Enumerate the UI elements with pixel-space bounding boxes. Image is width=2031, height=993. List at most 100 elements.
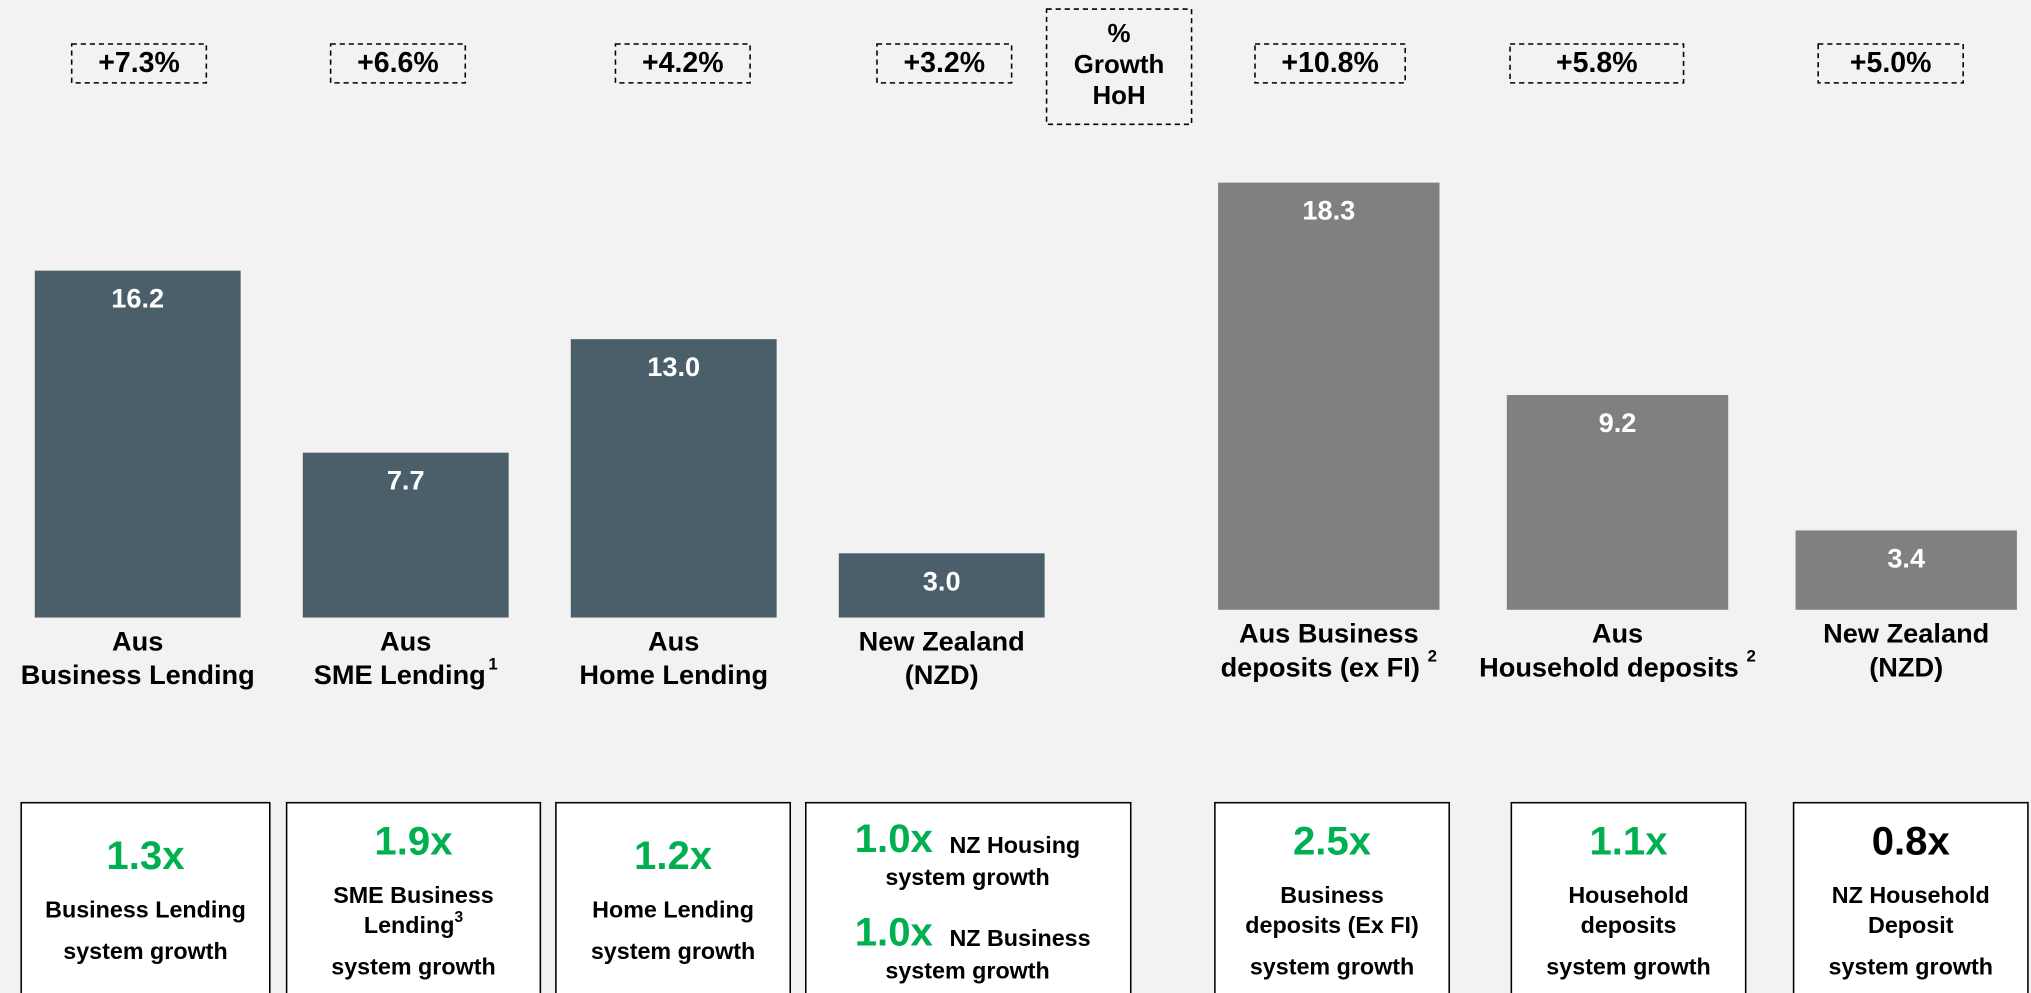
box-text: NZ Household (1832, 882, 1990, 908)
system-growth-box (1792, 801, 2029, 993)
system-growth-box (285, 801, 542, 993)
bar (34, 270, 241, 618)
system-growth-box (804, 801, 1132, 993)
value-label: 16.2 (111, 283, 164, 314)
category-line: Aus (380, 626, 431, 657)
growth-box (876, 43, 1013, 84)
system-growth-box (20, 801, 271, 993)
footnote-ref: 2 (1428, 647, 1437, 666)
category-line: New Zealand (1823, 618, 1989, 649)
box-line: Home Lending (592, 897, 754, 923)
footnote-ref: 1 (488, 655, 497, 674)
system-growth-box (1510, 801, 1747, 993)
system-growth-box (1214, 801, 1450, 993)
growth-label: +6.6% (357, 47, 439, 79)
box-text: Business (1280, 882, 1384, 908)
box-line: system growth (591, 938, 755, 964)
box-line: system growth (331, 954, 495, 980)
box-line: Business (1280, 882, 1384, 908)
box-text: system growth (1546, 954, 1710, 980)
value-label: 3.0 (923, 565, 961, 596)
category-line: (NZD) (905, 659, 979, 690)
bar (302, 452, 509, 618)
box-text: system growth (1250, 954, 1414, 980)
category-line: Aus Business (1239, 618, 1419, 649)
box-line: Household (1568, 882, 1688, 908)
growth-box (329, 43, 467, 84)
box-text: SME Business (333, 882, 494, 908)
growth-multiple: 1.0x (855, 909, 934, 954)
growth-box (1509, 43, 1685, 84)
box-text: Household (1568, 882, 1688, 908)
growth-label: +10.8% (1281, 47, 1378, 79)
bar (1795, 530, 2017, 610)
category-line: Aus (648, 626, 699, 657)
growth-box (70, 43, 208, 84)
value-label: 3.4 (1887, 542, 1925, 573)
category-label: SME Lending 1 (314, 655, 498, 690)
growth-multiple: 0.8x (1872, 819, 1951, 864)
category-line: New Zealand (859, 626, 1025, 657)
bar (1506, 395, 1729, 610)
system-growth-box (555, 801, 792, 993)
value-label: 18.3 (1302, 195, 1355, 226)
box-line: system growth (1250, 954, 1414, 980)
box-line: SME Business (333, 882, 494, 908)
box-text: system growth (1829, 954, 1993, 980)
box-text: system growth (63, 938, 227, 964)
box-line: Lending (364, 912, 455, 938)
box-line: system growth (1546, 954, 1710, 980)
growth-box (614, 43, 751, 84)
category-label: Business Lending (21, 659, 255, 690)
growth-box (1254, 43, 1406, 84)
value-label: 7.7 (387, 465, 425, 496)
category-label: (NZD) (1869, 652, 1943, 683)
box-text: system growth (331, 954, 495, 980)
box-text: NZ Housing (949, 832, 1080, 858)
growth-box (1817, 43, 1964, 84)
category-label: Aus (1592, 618, 1643, 649)
growth-multiple: 1.9x (374, 819, 453, 864)
growth-heading: % (1108, 20, 1131, 48)
growth-label: +5.0% (1850, 47, 1932, 79)
growth-multiple: 1.2x (634, 833, 713, 878)
category-line: Household deposits (1479, 652, 1739, 683)
box-text: system growth (591, 938, 755, 964)
category-line: Business Lending (21, 659, 255, 690)
box-line: deposits (Ex FI) (1245, 912, 1418, 938)
box-line: NZ Household (1832, 882, 1990, 908)
bar (1218, 182, 1440, 610)
category-line: Home Lending (579, 659, 768, 690)
box-text: system growth (885, 864, 1049, 890)
category-line: Aus (112, 626, 163, 657)
category-label: Home Lending (579, 659, 768, 690)
footnote-ref: 3 (454, 909, 463, 926)
bar (570, 339, 777, 618)
growth-heading: HoH (1092, 82, 1145, 110)
category-label: Aus (648, 626, 699, 657)
category-line: deposits (ex FI) (1221, 652, 1420, 683)
category-label: Household deposits 2 (1479, 647, 1756, 682)
box-text: Business Lending (45, 897, 246, 923)
value-label: 9.2 (1599, 407, 1637, 438)
bar (838, 553, 1045, 618)
growth-multiple: 2.5x (1293, 819, 1372, 864)
growth-heading: Growth (1074, 51, 1165, 79)
box-text: Home Lending (592, 897, 754, 923)
category-label: New Zealand (1823, 618, 1989, 649)
growth-label: +3.2% (904, 47, 986, 79)
category-label: Aus (380, 626, 431, 657)
category-label: Aus (112, 626, 163, 657)
growth-label: +4.2% (642, 47, 724, 79)
box-line: deposits (1581, 912, 1677, 938)
growth-multiple: 1.1x (1589, 819, 1668, 864)
box-line: system growth (63, 938, 227, 964)
growth-multiple: 1.0x (855, 816, 934, 861)
category-label: Aus Business (1239, 618, 1419, 649)
footnote-ref: 2 (1747, 647, 1756, 666)
category-label: (NZD) (905, 659, 979, 690)
growth-label: +7.3% (98, 47, 180, 79)
growth-multiple: 1.3x (106, 833, 185, 878)
